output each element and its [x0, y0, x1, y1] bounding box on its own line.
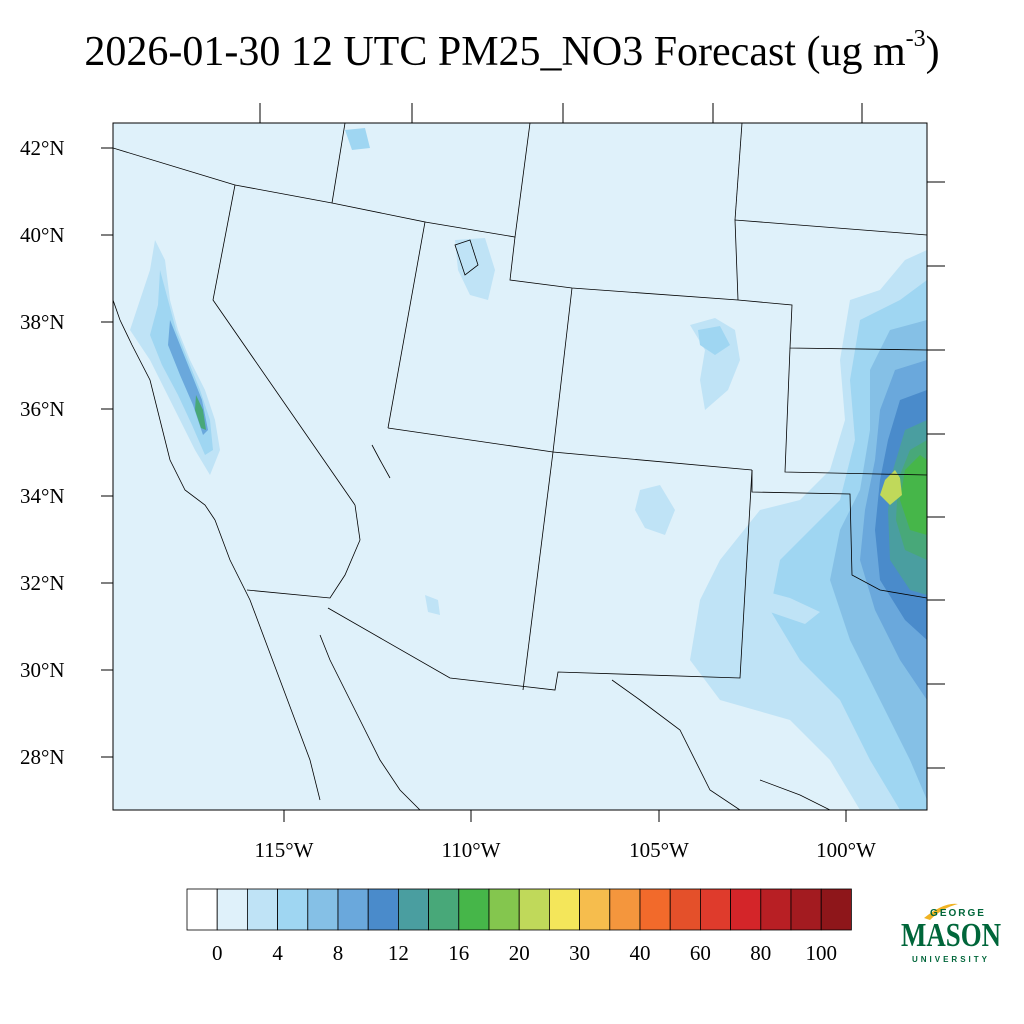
co-ne-ks — [737, 299, 927, 351]
nm-tx-border — [327, 469, 753, 691]
contour-id-1 — [345, 128, 370, 150]
colorado-river — [371, 444, 391, 479]
colorbar-swatch-3 — [277, 888, 309, 931]
contour-east-20 — [880, 470, 902, 505]
lat-label-28: 28°N — [20, 745, 65, 769]
colorbar-swatch-21 — [820, 888, 852, 931]
colorbar-label-0: 0 — [212, 941, 223, 965]
contour-ca-12 — [195, 395, 206, 430]
nv-ut-border — [234, 184, 426, 429]
map-title: 2026-01-30 12 UTC PM25_NO3 Forecast (ug … — [0, 26, 1024, 76]
lat-label-34: 34°N — [20, 484, 65, 508]
colorbar-swatch-6 — [367, 888, 399, 931]
axis-ticks — [101, 103, 945, 822]
colorbar-swatch-0 — [186, 888, 218, 931]
contour-nm-1 — [635, 485, 675, 535]
rio-grande — [611, 679, 741, 810]
logo-line1: GEORGE — [930, 908, 986, 919]
boundaries — [113, 123, 927, 810]
colorbar — [186, 888, 852, 931]
lat-label-36: 36°N — [20, 397, 65, 421]
colorbar-label-10: 100 — [805, 941, 837, 965]
plot-frame — [112, 122, 928, 811]
lat-label-42: 42°N — [20, 136, 65, 160]
title-superscript: -3 — [905, 26, 926, 52]
lon-label-110: 110°W — [442, 838, 501, 862]
title-close: ) — [925, 29, 940, 75]
az-nm-border — [522, 451, 554, 691]
colorbar-label-5: 20 — [509, 941, 530, 965]
pollution-contours — [130, 128, 927, 810]
logo-line3: UNIVERSITY — [912, 955, 990, 964]
tx-coast — [759, 779, 831, 810]
colorbar-swatch-1 — [216, 888, 248, 931]
wy-co-border — [509, 236, 739, 301]
colorbar-swatch-13 — [579, 888, 611, 931]
lon-label-100: 100°W — [816, 838, 876, 862]
title-text: 2026-01-30 12 UTC PM25_NO3 Forecast (ug … — [84, 29, 906, 75]
colorbar-swatch-20 — [790, 888, 822, 931]
or-id-north — [331, 123, 346, 204]
colorbar-swatch-7 — [397, 888, 429, 931]
longitude-labels: 115°W 110°W 105°W 100°W — [255, 838, 877, 862]
colorbar-label-4: 16 — [448, 941, 469, 965]
colorbar-swatch-11 — [518, 888, 550, 931]
colorbar-swatch-2 — [246, 888, 278, 931]
colorbar-swatch-4 — [307, 888, 339, 931]
lat-label-32: 32°N — [20, 571, 65, 595]
colorbar-swatch-18 — [730, 888, 762, 931]
logo-graphic: GEORGE MASON UNIVERSITY — [901, 903, 1001, 964]
lat-label-38: 38°N — [20, 310, 65, 334]
contour-co-2 — [698, 326, 730, 355]
ca-az-border — [246, 504, 361, 599]
ok-panhandle — [751, 470, 927, 599]
colorbar-swatch-14 — [609, 888, 641, 931]
colorbar-swatch-5 — [337, 888, 369, 931]
california-coast — [113, 299, 216, 521]
lon-label-105: 105°W — [629, 838, 689, 862]
colorbar-swatch-17 — [700, 888, 732, 931]
lat-label-40: 40°N — [20, 223, 65, 247]
latitude-labels: 42°N 40°N 38°N 36°N 34°N 32°N 30°N 28°N — [20, 136, 65, 769]
colorbar-labels: 0 4 8 12 16 20 30 40 60 80 100 — [212, 941, 837, 965]
contour-texas-patch — [760, 590, 820, 624]
george-mason-logo: GEORGE MASON UNIVERSITY — [896, 900, 1006, 970]
lat-label-30: 30°N — [20, 658, 65, 682]
colorbar-swatch-9 — [458, 888, 490, 931]
colorbar-label-8: 60 — [690, 941, 711, 965]
id-border — [113, 147, 236, 186]
lon-label-115: 115°W — [255, 838, 314, 862]
baja-coast — [214, 519, 321, 801]
colorbar-swatch-19 — [760, 888, 792, 931]
logo-swoosh — [924, 903, 958, 920]
colorbar-label-2: 8 — [333, 941, 344, 965]
mt-border — [734, 123, 743, 221]
colorbar-label-9: 80 — [750, 941, 771, 965]
ks-ok-border — [784, 347, 927, 476]
contour-ut-1 — [455, 238, 495, 300]
contour-az-1 — [425, 595, 440, 615]
ca-nv-border — [212, 184, 356, 506]
logo-line2: MASON — [901, 917, 1001, 954]
colorbar-label-3: 12 — [388, 941, 409, 965]
great-salt-lake — [454, 239, 479, 276]
colorbar-label-6: 30 — [569, 941, 590, 965]
colorbar-label-7: 40 — [630, 941, 651, 965]
colorbar-swatch-16 — [669, 888, 701, 931]
colorbar-swatch-8 — [428, 888, 460, 931]
colorbar-swatch-10 — [488, 888, 520, 931]
mexico-gulf-coast — [319, 634, 421, 810]
colorbar-swatch-15 — [639, 888, 671, 931]
colorbar-swatch-12 — [549, 888, 581, 931]
colorbar-label-1: 4 — [272, 941, 283, 965]
ut-az-border — [387, 427, 554, 453]
